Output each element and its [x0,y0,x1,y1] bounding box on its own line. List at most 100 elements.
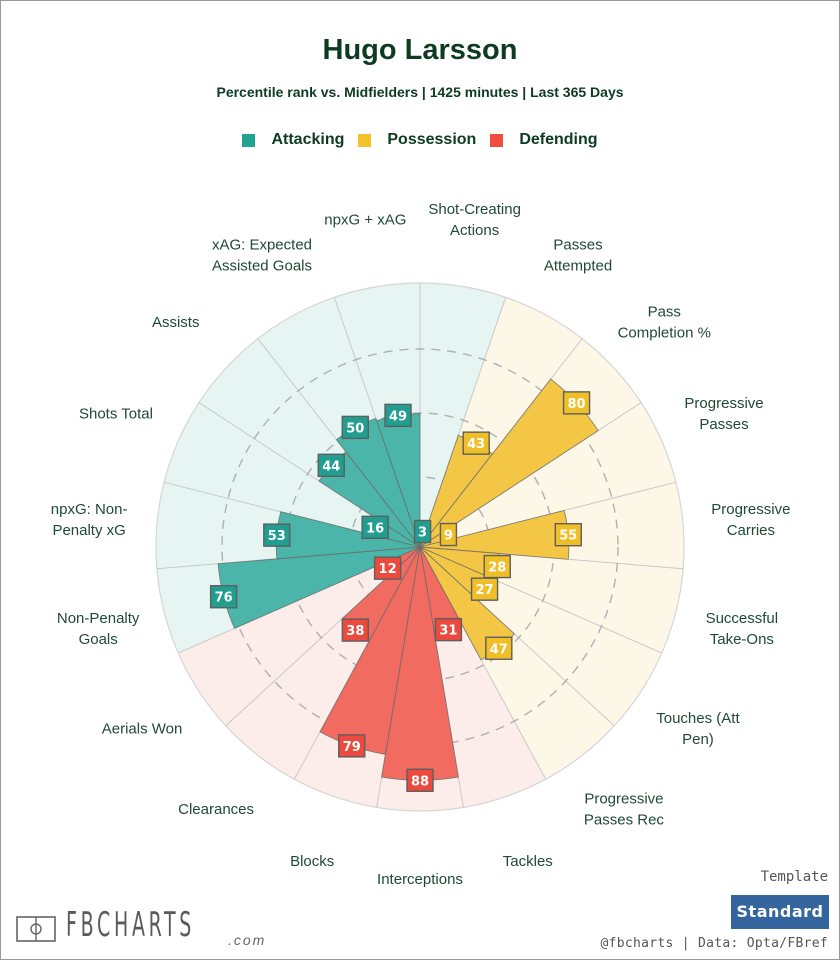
value-box [470,577,499,601]
value-box [361,515,389,540]
legend-item-defending[interactable]: Defending [490,131,598,149]
axis-label-passes-attempted: Passes Attempted [544,237,612,275]
template-label: Template [760,869,828,885]
legend-swatch-attacking [242,133,256,147]
value-label-clearances: 38 [341,618,370,642]
value-text: 28 [488,561,506,576]
value-box [263,523,291,547]
value-text: 9 [444,529,453,544]
legend-label-defending: Defending [519,131,598,148]
sector-aerials-won [178,547,420,726]
value-text: 55 [559,529,577,544]
value-text: 50 [346,421,364,436]
value-box [317,453,345,477]
value-text: 43 [467,437,485,452]
value-text: 49 [389,409,407,424]
value-text: 88 [411,774,429,789]
axis-label-progressive-carries: Progressive Carries [711,501,790,539]
value-label-touches-att-pen: 27 [470,577,499,601]
axis-label-shots-total: Shots Total [79,406,153,423]
value-text: 79 [343,740,361,755]
axis-label-shot-creating-actions: Shot-Creating Actions [428,201,521,239]
value-box [373,556,402,580]
axis-label-interceptions: Interceptions [377,871,463,888]
value-text: 38 [346,624,364,639]
axis-labels: npxG + xAG Shot-Creating Actions Passes Atte… [51,201,791,888]
value-box [413,519,432,544]
axis-label-non-penalty-goals: Non-Penalty Goals [57,610,140,648]
value-box [338,734,366,758]
value-text: 76 [215,591,233,606]
axis-label-npxg-xag: npxG + xAG [324,212,406,229]
legend-label-possession: Possession [387,131,477,148]
logo-text: FBCHARTS [66,905,196,945]
chart-title: Hugo Larsson [322,34,518,66]
value-box [562,391,591,415]
pitch-icon [16,916,56,942]
value-text: 12 [379,562,397,577]
value-box [439,522,458,547]
axis-label-pass-completion: Pass Completion % [618,304,711,342]
sector-shot-creating-actions [420,283,506,547]
axis-label-npxg-non-penalty-xg: npxG: Non-Penalty xG [51,501,128,539]
data-credit: @fbcharts | Data: Opta/FBref [600,936,828,951]
value-box [209,585,238,609]
axis-label-touches-att-pen: Touches (Att Pen) [656,710,740,748]
value-label-pass-completion: 80 [562,391,591,415]
value-label-progressive-carries: 55 [554,523,582,547]
value-text: 3 [418,526,427,541]
fbcharts-logo[interactable]: FBCHARTS .com [16,905,274,948]
value-text: 16 [366,521,384,536]
value-label-shots-total: 16 [361,515,389,540]
value-label-passes-attempted: 43 [462,431,490,455]
value-label-progressive-passes-rec: 47 [485,636,513,660]
sector-shots-total [164,402,420,547]
axis-label-progressive-passes-rec: Progressive Passes Rec [584,790,665,828]
value-label-aerials-won: 12 [373,556,402,580]
axis-label-blocks: Blocks [290,853,334,870]
axis-label-successful-take-ons: Successful Take-Ons [706,610,779,648]
value-box [341,415,369,440]
value-label-npxg-xag: 49 [384,403,412,428]
value-label-non-penalty-goals: 76 [209,585,238,609]
value-text: 31 [439,624,457,639]
value-label-npxg-non-penalty-xg: 53 [263,523,291,547]
legend: Attacking Possession Defending [0,131,840,149]
value-label-progressive-passes: 9 [439,522,458,547]
value-box [384,403,412,428]
value-text: 44 [322,459,340,474]
sector-progressive-passes [420,402,676,547]
value-label-blocks: 79 [338,734,366,758]
value-box [462,431,490,455]
axis-label-progressive-passes: Progressive Passes [684,395,763,433]
value-text: 27 [476,583,494,598]
value-text: 53 [268,529,286,544]
value-label-xag-expected-assisted-goals: 50 [341,415,369,440]
value-box [406,768,434,792]
value-box [434,617,463,642]
logo-suffix: .com [228,932,267,948]
legend-swatch-defending [490,133,504,147]
axis-label-aerials-won: Aerials Won [102,721,183,738]
value-label-tackles: 31 [434,617,463,642]
value-labels: 49 3 43 80 9 55 28 27 47 31 88 79 38 12 76 53 16 44 50 [209,391,591,792]
value-box [485,636,513,660]
value-label-successful-take-ons: 28 [483,554,511,579]
value-text: 80 [568,397,586,412]
value-label-assists: 44 [317,453,345,477]
legend-label-attacking: Attacking [271,131,345,148]
axis-label-assists: Assists [152,314,200,331]
value-label-interceptions: 88 [406,768,434,792]
chart-subtitle: Percentile rank vs. Midfielders | 1425 m… [216,84,624,100]
axis-label-clearances: Clearances [178,801,254,818]
value-label-shot-creating-actions: 3 [413,519,432,544]
value-box [554,523,582,547]
template-standard-button[interactable]: Standard [731,895,829,929]
legend-swatch-possession [358,133,372,147]
legend-item-attacking[interactable]: Attacking [242,131,344,149]
value-text: 47 [490,642,508,657]
axis-label-xag-expected-assisted-goals: xAG: Expected Assisted Goals [212,237,312,275]
axis-label-tackles: Tackles [503,853,553,870]
legend-item-possession[interactable]: Possession [358,131,476,149]
